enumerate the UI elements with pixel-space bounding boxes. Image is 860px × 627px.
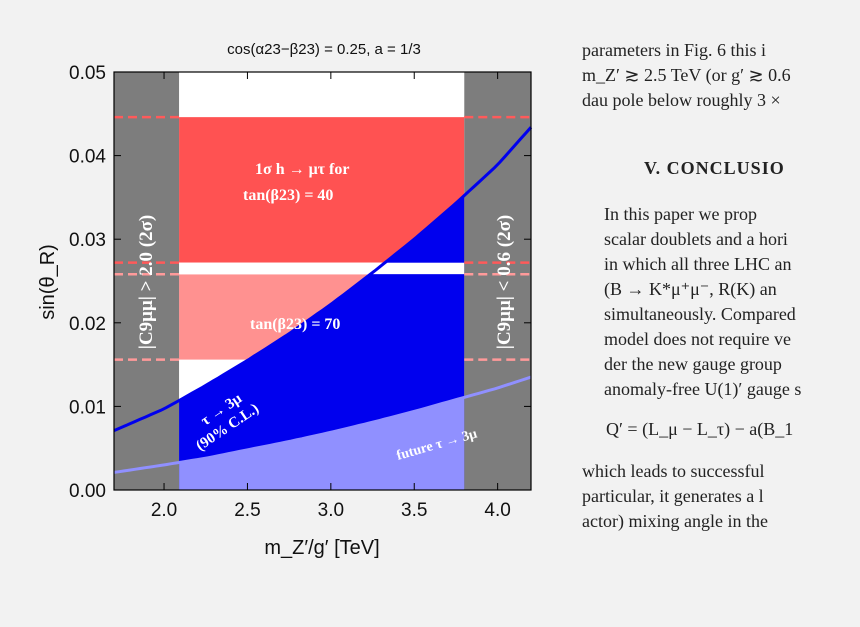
text-line: anomaly-free U(1)′ gauge s (604, 379, 802, 399)
text-line: which leads to successful (582, 461, 765, 481)
future-tau-3mu-curve (113, 375, 532, 474)
x-tick-label: 2.5 (234, 500, 260, 521)
right-region-label: |C9μμ| < 0.6 (2σ) (494, 215, 515, 349)
text-line: particular, it generates a l (582, 486, 764, 506)
intro-paragraph: parameters in Fig. 6 this i m_Z′ ≳ 2.5 Te… (582, 38, 860, 113)
x-tick-label: 3.0 (318, 500, 344, 521)
left-region-label: |C9μμ| > 2.0 (2σ) (136, 215, 157, 349)
x-axis-label: m_Z′/g′ [TeV] (264, 537, 379, 559)
x-tick-label: 3.5 (401, 500, 427, 521)
tau-3mu-curve (113, 126, 533, 432)
text-line: simultaneously. Compared (604, 304, 796, 324)
text-line: scalar doublets and a hori (604, 229, 788, 249)
text-line: In this paper we prop (604, 204, 757, 224)
paper-text-column: parameters in Fig. 6 this i m_Z′ ≳ 2.5 Te… (582, 38, 860, 558)
excluded-region-left (114, 72, 180, 490)
band40-label-line2: tan(β23) = 40 (243, 187, 333, 204)
y-tick-label: 0.01 (69, 397, 106, 418)
figure-panel: cos(α23−β23) = 0.25, a = 1/3 2.0 2.5 3.0 3.… (37, 41, 533, 559)
after-equation-paragraph: which leads to successful particular, it … (582, 459, 860, 534)
y-tick-label: 0.03 (69, 230, 106, 251)
charge-equation: Q′ = (L_μ − L_τ) − a(B_1 (606, 419, 794, 439)
text-line: model does not require ve (604, 329, 791, 349)
text-line: parameters in Fig. 6 this i (582, 40, 766, 60)
conclusion-paragraph: In this paper we prop scalar doublets and… (582, 202, 860, 402)
text-line: (B → K*μ⁺μ⁻, R(K) an (604, 279, 777, 299)
text-line: in which all three LHC an (604, 254, 792, 274)
y-tick-label: 0.05 (69, 63, 106, 84)
y-axis-label: sin(θ_R) (37, 244, 59, 320)
future-tau-3mu-region (179, 397, 465, 490)
chart-title: cos(α23−β23) = 0.25, a = 1/3 (227, 41, 421, 58)
y-tick-label: 0.00 (69, 481, 106, 502)
y-tick-label: 0.04 (69, 147, 106, 168)
section-heading: V. CONCLUSIO (644, 158, 785, 178)
band70-label: tan(β23) = 70 (250, 316, 340, 333)
gap-strip-upper (179, 262, 465, 275)
text-line: der the new gauge group (604, 354, 782, 374)
x-tick-label: 4.0 (484, 500, 510, 521)
plot-frame (113, 71, 532, 491)
chart: cos(α23−β23) = 0.25, a = 1/3 2.0 2.5 3.0 3.… (37, 41, 533, 559)
text-line: actor) mixing angle in the (582, 511, 768, 531)
text-line: dau pole below roughly 3 × (582, 90, 781, 110)
x-tick-label: 2.0 (151, 500, 177, 521)
y-tick-label: 0.02 (69, 314, 106, 335)
text-line: m_Z′ ≳ 2.5 TeV (or g′ ≳ 0.6 (582, 65, 791, 85)
band40-label-line1: 1σ h → μτ for (255, 161, 349, 178)
